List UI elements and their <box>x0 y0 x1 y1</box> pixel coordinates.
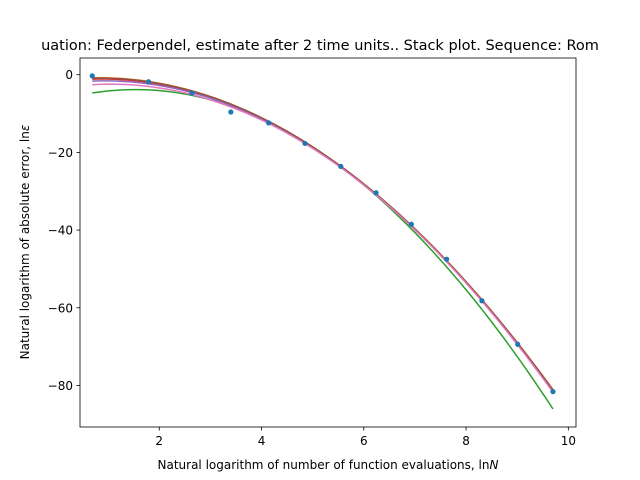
y-tick-label: −20 <box>48 146 73 160</box>
x-axis-label: Natural logarithm of number of function … <box>158 458 499 472</box>
y-tick-label: 0 <box>65 68 73 82</box>
y-axis-ticks: 0 −20 −40 −60 −80 <box>48 68 80 393</box>
points-layer <box>89 73 556 395</box>
data-point <box>338 163 344 169</box>
fit-line-4 <box>92 80 554 392</box>
x-tick-label: 8 <box>462 434 470 448</box>
data-point <box>444 256 450 262</box>
y-tick-label: −60 <box>48 301 73 315</box>
x-tick-label: 6 <box>360 434 368 448</box>
data-point <box>479 298 485 304</box>
fit-line-1 <box>92 76 554 391</box>
y-axis-label: Natural logarithm of absolute error, lnε <box>18 124 32 359</box>
fit-line-5 <box>92 77 554 391</box>
x-axis-label-variable: N <box>490 458 499 472</box>
chart-title: uation: Federpendel, estimate after 2 ti… <box>41 38 599 54</box>
x-axis-label-text: Natural logarithm of number of function … <box>158 458 490 472</box>
data-point <box>228 109 234 115</box>
y-tick-label: −80 <box>48 379 73 393</box>
data-point <box>408 221 414 227</box>
data-point <box>302 140 308 147</box>
fit-line-2 <box>92 88 554 410</box>
x-tick-label: 10 <box>561 434 576 448</box>
data-point <box>266 120 272 126</box>
plot-area-frame <box>79 57 577 428</box>
data-point <box>89 73 95 79</box>
fit-line-3 <box>92 78 554 392</box>
fit-line-6 <box>92 83 554 393</box>
data-point <box>189 90 195 96</box>
data-point <box>515 341 521 347</box>
data-point <box>373 190 379 196</box>
data-point <box>145 79 152 85</box>
series-layer <box>92 76 554 410</box>
y-tick-label: −40 <box>48 224 73 238</box>
x-tick-label: 2 <box>155 434 163 448</box>
y-axis-label-variable: ε <box>18 124 32 131</box>
y-axis-label-text: Natural logarithm of absolute error, ln <box>18 131 32 359</box>
data-point <box>550 389 556 395</box>
x-axis-ticks: 2 4 6 8 10 <box>155 427 576 448</box>
x-tick-label: 4 <box>258 434 266 448</box>
